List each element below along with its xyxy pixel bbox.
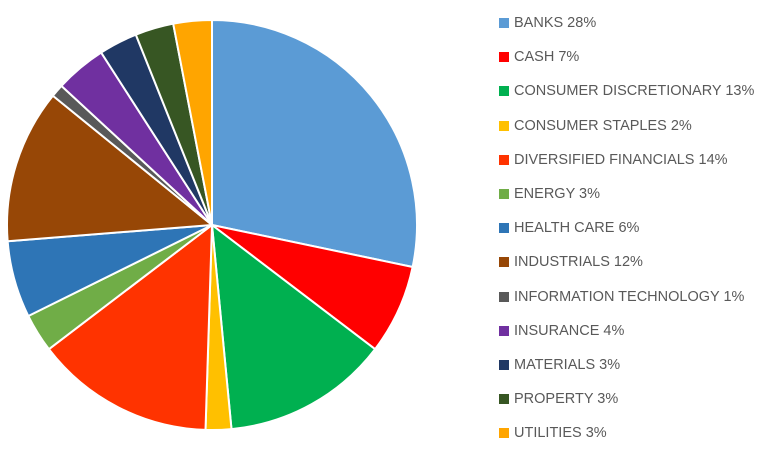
legend-swatch: [499, 52, 509, 63]
legend-item-cash: CASH 7%: [499, 40, 754, 74]
legend-item-utilities: UTILITIES 3%: [499, 416, 754, 450]
legend-swatch: [499, 257, 509, 268]
legend-label: DIVERSIFIED FINANCIALS 14%: [514, 151, 728, 168]
legend-item-consumer-discretionary: CONSUMER DISCRETIONARY 13%: [499, 74, 754, 108]
legend-swatch: [499, 189, 509, 200]
legend-label: INSURANCE 4%: [514, 322, 625, 339]
pie-slice-diversified-financials: [47, 224, 213, 431]
legend-label: CASH 7%: [514, 49, 580, 66]
legend-item-banks: BANKS 28%: [499, 6, 754, 40]
legend-swatch: [499, 86, 509, 97]
legend-item-property: PROPERTY 3%: [499, 382, 754, 416]
legend-item-insurance: INSURANCE 4%: [499, 314, 754, 348]
pie-slices: [6, 18, 418, 432]
legend-label: PROPERTY 3%: [514, 391, 619, 408]
legend-item-health-care: HEALTH CARE 6%: [499, 211, 754, 245]
legend-swatch: [499, 223, 509, 234]
legend-swatch: [499, 154, 509, 165]
pie-slice-banks: [211, 19, 418, 268]
pie-slice-consumer-discretionary: [211, 224, 377, 431]
legend-item-information-technology: INFORMATION TECHNOLOGY 1%: [499, 280, 754, 314]
chart-legend: BANKS 28% CASH 7% CONSUMER DISCRETIONARY 1…: [499, 6, 754, 450]
pie-chart: [6, 18, 418, 432]
legend-swatch: [499, 120, 509, 131]
legend-item-energy: ENERGY 3%: [499, 177, 754, 211]
legend-swatch: [499, 18, 509, 29]
pie-slice-industrials: [6, 94, 213, 243]
legend-swatch: [499, 394, 509, 405]
legend-item-diversified-financials: DIVERSIFIED FINANCIALS 14%: [499, 143, 754, 177]
legend-label: HEALTH CARE 6%: [514, 220, 640, 237]
pie-slice-utilities: [172, 18, 213, 226]
legend-swatch: [499, 428, 509, 439]
legend-item-materials: MATERIALS 3%: [499, 348, 754, 382]
legend-label: CONSUMER STAPLES 2%: [514, 117, 692, 134]
legend-label: CONSUMER DISCRETIONARY 13%: [514, 83, 755, 100]
legend-swatch: [499, 325, 509, 336]
legend-label: INFORMATION TECHNOLOGY 1%: [514, 288, 745, 305]
legend-item-industrials: INDUSTRIALS 12%: [499, 245, 754, 279]
legend-label: INDUSTRIALS 12%: [514, 254, 643, 271]
legend-label: ENERGY 3%: [514, 186, 600, 203]
legend-label: MATERIALS 3%: [514, 356, 621, 373]
legend-swatch: [499, 359, 509, 370]
legend-label: UTILITIES 3%: [514, 425, 607, 442]
legend-swatch: [499, 291, 509, 302]
legend-item-consumer-staples: CONSUMER STAPLES 2%: [499, 109, 754, 143]
legend-label: BANKS 28%: [514, 15, 597, 32]
